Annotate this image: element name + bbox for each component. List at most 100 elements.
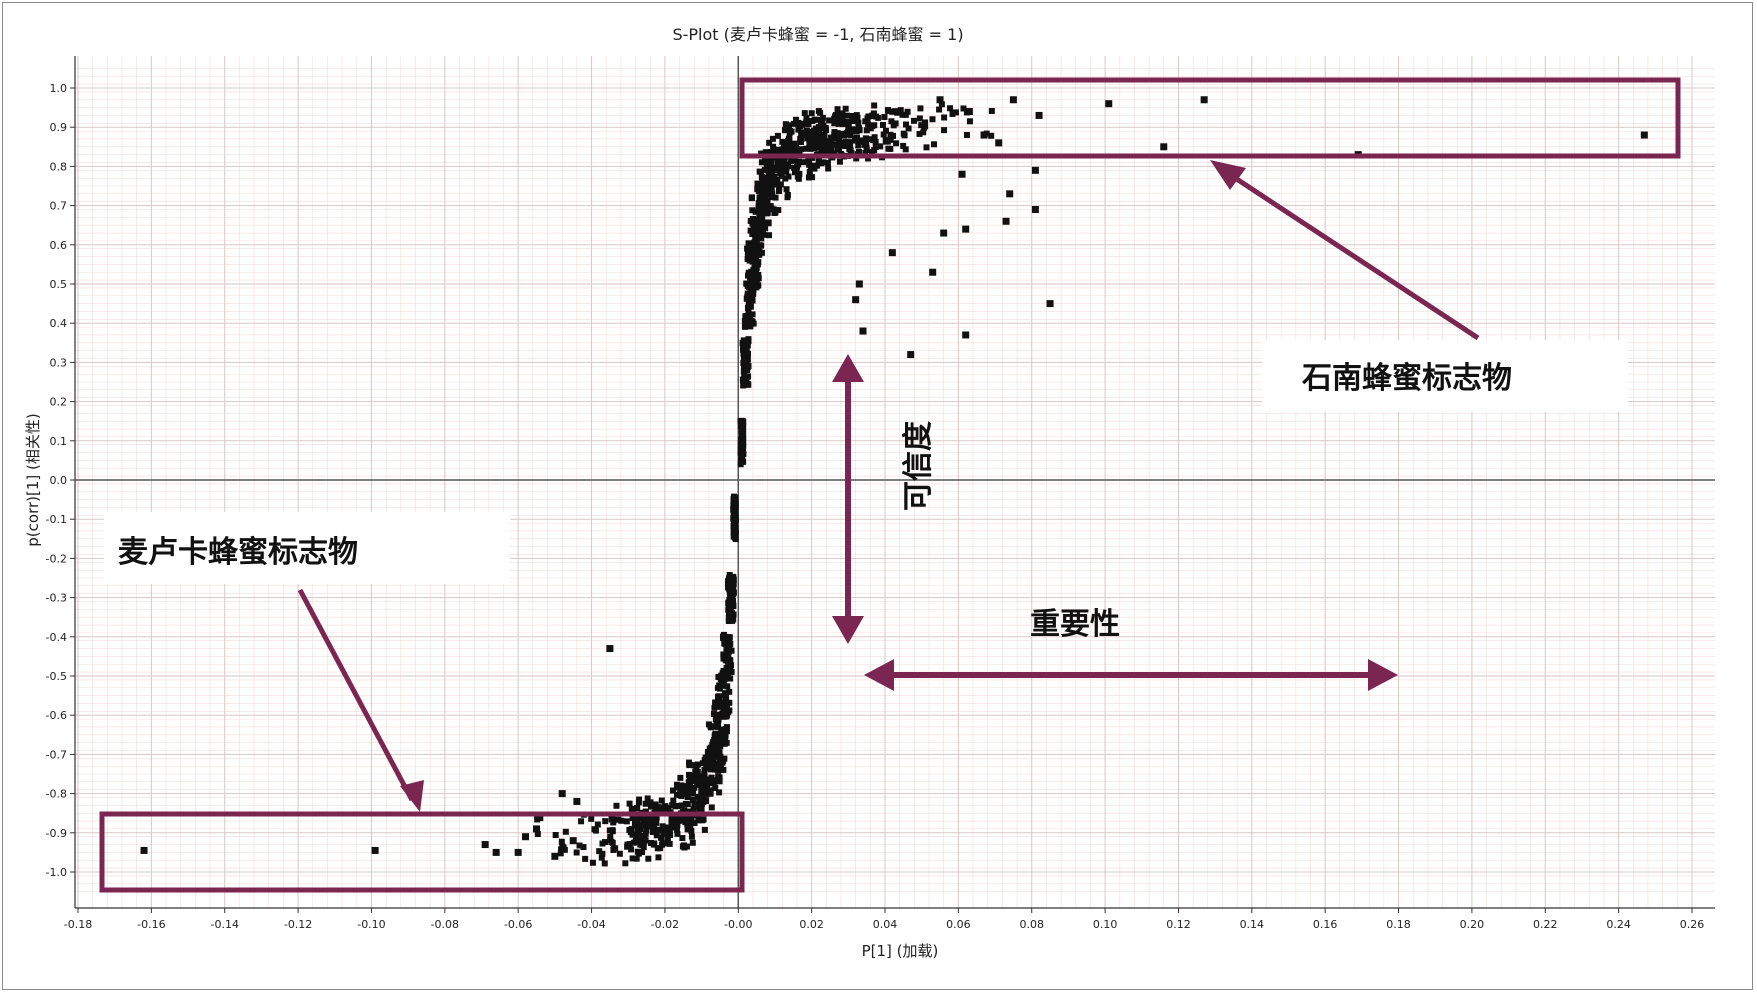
data-point — [750, 291, 757, 298]
data-point — [699, 791, 706, 798]
data-point — [903, 121, 910, 128]
y-tick-label: -0.2 — [46, 552, 67, 565]
y-tick-label: 1.0 — [50, 82, 68, 95]
data-point — [947, 105, 954, 112]
y-tick-label: -0.5 — [46, 670, 67, 683]
data-point — [685, 779, 692, 786]
data-point — [773, 167, 780, 174]
data-point — [716, 778, 723, 785]
data-point — [700, 816, 707, 823]
data-point — [752, 260, 759, 267]
data-point — [672, 803, 679, 810]
data-point — [578, 818, 585, 825]
data-point — [834, 146, 841, 153]
x-tick-label: -0.12 — [284, 918, 312, 931]
data-point — [609, 816, 616, 823]
data-point — [768, 165, 775, 172]
data-point — [699, 776, 706, 783]
data-point — [809, 131, 816, 138]
data-point — [762, 194, 769, 201]
data-point — [692, 768, 699, 775]
data-point — [562, 828, 569, 835]
data-point — [534, 816, 541, 823]
data-point — [582, 855, 589, 862]
data-point — [872, 138, 879, 145]
axes — [74, 56, 1715, 909]
data-point — [902, 146, 909, 153]
data-point — [677, 774, 684, 781]
data-point — [682, 784, 689, 791]
data-point — [809, 118, 816, 125]
data-point — [140, 846, 148, 854]
data-point — [738, 433, 745, 440]
data-point — [627, 829, 634, 836]
data-point — [782, 144, 789, 151]
data-point — [669, 802, 676, 809]
data-point — [712, 784, 719, 791]
data-point — [730, 573, 737, 580]
data-point — [759, 214, 766, 221]
y-tick-label: 0.0 — [50, 474, 68, 487]
data-point — [652, 805, 659, 812]
data-point — [616, 850, 623, 857]
chart-title: S-Plot (麦卢卡蜂蜜 = -1, 石南蜂蜜 = 1) — [672, 25, 963, 44]
data-point — [678, 802, 685, 809]
data-point — [774, 132, 781, 139]
data-point — [635, 850, 642, 857]
data-point — [864, 115, 871, 122]
data-point — [754, 220, 761, 227]
data-point — [756, 194, 763, 201]
data-point — [721, 652, 728, 659]
data-point — [879, 121, 886, 128]
data-point — [958, 170, 966, 178]
data-point — [696, 779, 703, 786]
data-point — [727, 666, 734, 673]
data-point — [916, 130, 923, 137]
data-point — [729, 597, 736, 604]
data-point — [728, 609, 735, 616]
data-point — [852, 296, 860, 304]
data-point — [726, 688, 733, 695]
data-point — [716, 789, 723, 796]
data-point — [868, 136, 875, 143]
data-point — [762, 149, 769, 156]
data-point — [750, 243, 757, 250]
data-point — [715, 716, 722, 723]
data-point — [730, 603, 737, 610]
data-point — [738, 419, 745, 426]
data-point — [842, 105, 849, 112]
data-point — [632, 838, 639, 845]
data-point — [797, 146, 804, 153]
data-point — [899, 111, 906, 118]
data-point — [748, 247, 755, 254]
y-tick-label: 0.5 — [50, 278, 68, 291]
data-point — [740, 376, 747, 383]
data-point — [664, 840, 671, 847]
data-point — [831, 120, 838, 127]
y-tick-label: 0.8 — [50, 160, 68, 173]
data-point — [551, 852, 559, 860]
x-tick-label: 0.04 — [873, 918, 898, 931]
y-tick-label: -0.6 — [46, 709, 67, 722]
x-tick-label: -0.08 — [431, 918, 459, 931]
data-point — [763, 204, 770, 211]
x-tick-label: 0.08 — [1019, 918, 1044, 931]
data-point — [723, 665, 730, 672]
data-point — [732, 494, 739, 501]
data-point — [691, 802, 698, 809]
y-tick-label: -0.9 — [46, 827, 67, 840]
data-point — [766, 139, 773, 146]
data-point — [695, 815, 702, 822]
data-point — [783, 165, 790, 172]
data-point — [725, 615, 732, 622]
data-point — [768, 181, 775, 188]
data-point — [806, 144, 813, 151]
data-point — [606, 827, 613, 834]
data-point — [662, 803, 669, 810]
data-point — [654, 845, 661, 852]
manuka-arrowhead — [400, 780, 424, 812]
data-point — [743, 314, 750, 321]
data-point — [598, 854, 605, 861]
y-tick-label: 0.6 — [50, 239, 68, 252]
data-point — [656, 806, 663, 813]
